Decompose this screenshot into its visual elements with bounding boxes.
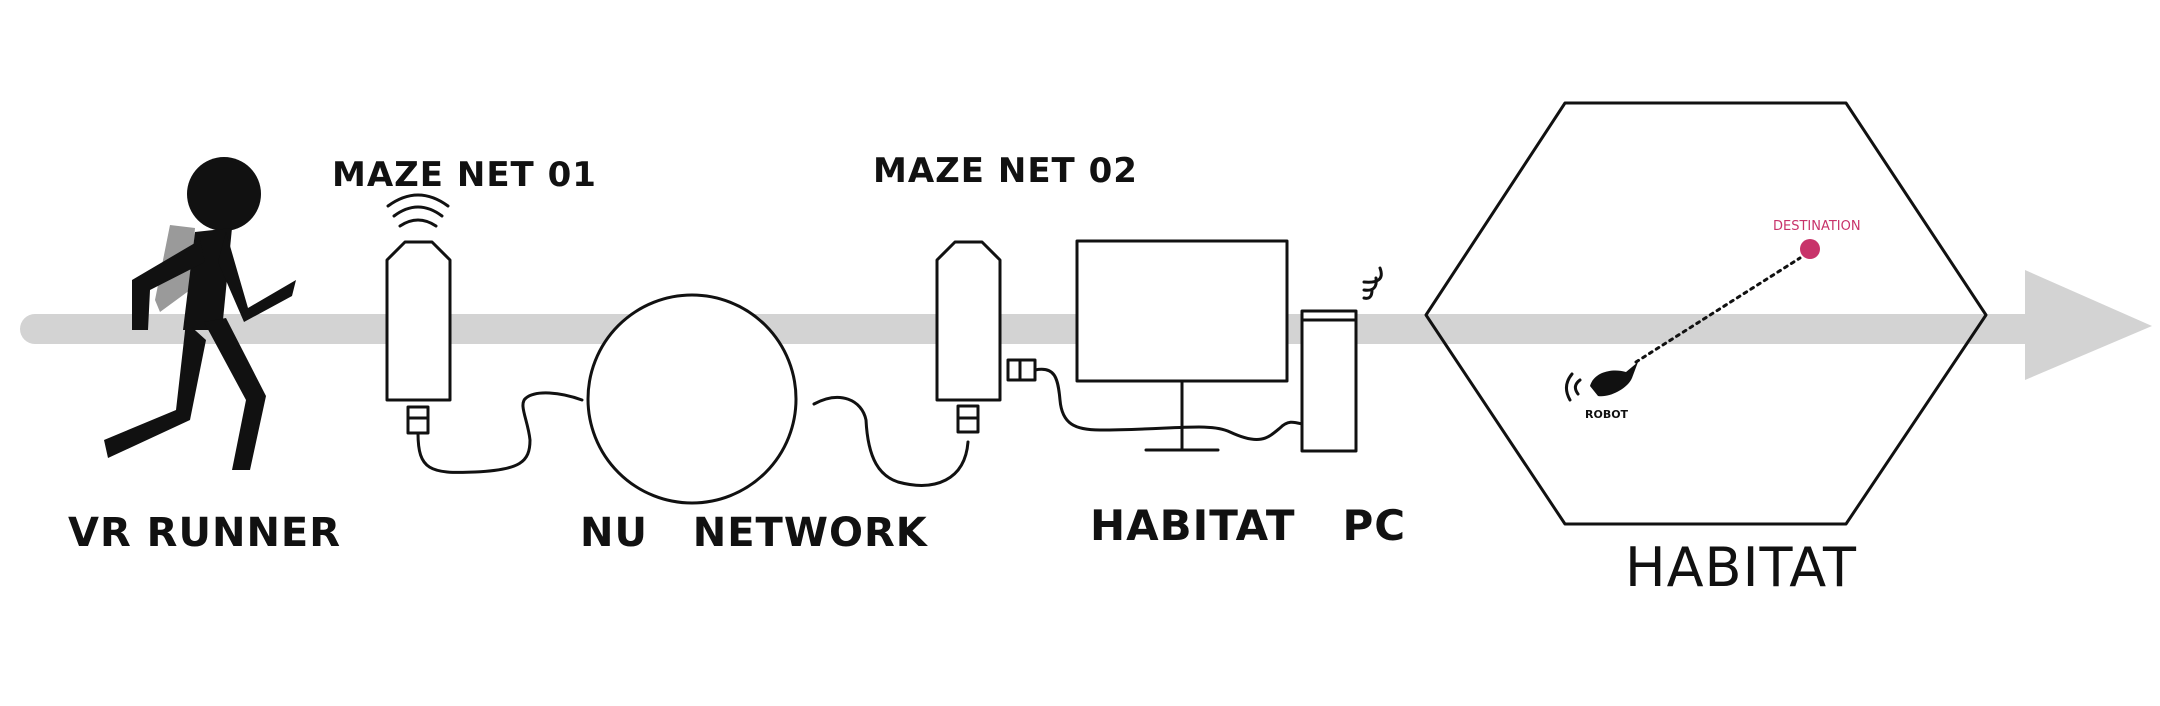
cable-dongle-tower xyxy=(1033,367,1304,442)
pc-tower-icon xyxy=(1300,309,1358,453)
habitat-label: HABITAT xyxy=(1625,536,1857,599)
maze-net-01-label: MAZE NET 01 xyxy=(332,155,597,195)
cable-router1-network xyxy=(416,391,584,474)
habitat-hexagon xyxy=(1424,101,1988,526)
maze-net-02-label: MAZE NET 02 xyxy=(873,151,1138,191)
destination-marker xyxy=(1800,239,1820,259)
robot-path xyxy=(1634,256,1802,364)
habitat-pc-label: HABITAT PC xyxy=(1090,501,1406,550)
wifi-icon xyxy=(386,193,450,228)
robot-icon xyxy=(1565,362,1638,402)
maze-net-02-router-icon xyxy=(935,240,1002,434)
monitor-icon xyxy=(1075,239,1289,452)
tower-wifi-icon xyxy=(1362,266,1383,300)
nu-network-label: NU NETWORK xyxy=(580,510,929,556)
destination-label: DESTINATION xyxy=(1773,219,1861,234)
usb-dongle-icon xyxy=(1006,358,1037,382)
flow-arrow xyxy=(20,270,2152,380)
nu-network-icon xyxy=(586,293,798,505)
vr-runner-label: VR RUNNER xyxy=(68,510,341,556)
cable-network-router2 xyxy=(812,395,970,487)
runner-icon xyxy=(104,157,296,470)
robot-label: ROBOT xyxy=(1585,408,1629,421)
maze-net-01-router-icon xyxy=(385,240,452,435)
